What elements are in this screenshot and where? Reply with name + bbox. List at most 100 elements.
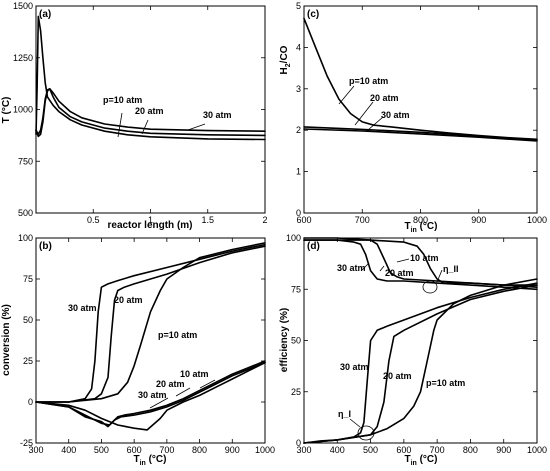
panel-b-ylabel: conversion (%) <box>1 304 12 376</box>
panel-b: 300 400 500 600 700 800 900 1000 -25 0 25 50 75 100 (… <box>1 233 275 467</box>
panel-d-label-30atm-upper: 30 atm <box>337 263 366 273</box>
panel-c-tag: (c) <box>307 9 319 20</box>
panel-c-xtick-label-4: 1000 <box>527 215 547 225</box>
panel-a-label-10atm: p=10 atm <box>103 95 142 105</box>
panel-b-ytick-label-4: 75 <box>23 274 33 284</box>
panel-d-label-10atm-lower: p=10 atm <box>426 378 465 388</box>
panel-b-series-3 <box>35 361 266 431</box>
panel-d-label-10atm: 10 atm <box>410 253 439 263</box>
panel-b-series-group <box>35 242 266 431</box>
panel-b-series-2 <box>35 242 266 403</box>
panel-a-axes: 0.5 1 1.5 2 500 750 1000 1250 1500 <box>13 1 268 225</box>
panel-d-xlabel-rest: (°C) <box>417 454 438 465</box>
panel-a-leader-20atm <box>141 119 149 135</box>
panel-a-tag: (a) <box>39 9 51 20</box>
panel-a-ytick-label-3: 1250 <box>13 53 33 63</box>
panel-c-series-1 <box>303 126 538 141</box>
panel-d-leader-20atm <box>379 265 385 272</box>
panel-b-label-20atm-upper: 20 atm <box>114 295 143 305</box>
panel-d-leader-eta-i <box>349 418 361 428</box>
panel-d-label-20atm-lower: 20 atm <box>383 371 412 381</box>
panel-a-xtick-label-1: 1 <box>148 215 153 225</box>
panel-a-xlabel: reactor length (m) <box>107 220 192 231</box>
panel-d-label-eta-i: η_I <box>338 409 351 419</box>
panel-a-label-30atm: 30 atm <box>203 110 232 120</box>
panel-a-ylabel: T (°C) <box>1 97 12 124</box>
panel-d-eta-ii-text: η_II <box>443 264 459 274</box>
panel-d-xtick-label-5: 800 <box>463 445 478 455</box>
panel-c-series-0 <box>303 17 538 141</box>
panel-a-xtick-label-2: 1.5 <box>201 215 214 225</box>
panel-c-axes: 600 700 800 900 1000 0 1 2 3 4 5 <box>296 1 547 225</box>
panel-b-leader-20atm <box>175 387 191 397</box>
panel-c-ytick-label-1: 1 <box>296 167 301 177</box>
panel-d-ytick-label-0: 0 <box>296 438 301 448</box>
panel-b-series-0 <box>35 243 266 403</box>
panel-d-xlabel: Tin (°C) <box>404 454 437 467</box>
panel-a-series-0 <box>35 15 266 141</box>
panel-d-ytick-label-2: 50 <box>291 336 301 346</box>
panel-b-ytick-label-2: 25 <box>23 356 33 366</box>
panel-b-label-20atm-lower: 20 atm <box>156 379 185 389</box>
panel-a-label-20atm: 20 atm <box>135 106 164 116</box>
panel-d-ylabel: efficiency (%) <box>279 308 290 372</box>
panel-b-tag: (b) <box>39 241 52 252</box>
panel-a-leader-10atm <box>117 112 123 138</box>
panel-d-label-eta-ii: η_II <box>443 264 459 274</box>
panel-a-ytick-label-4: 1500 <box>13 1 33 11</box>
panel-c-leader-10atm <box>338 85 355 105</box>
panel-c-xtick-label-3: 900 <box>471 215 486 225</box>
panel-c-ytick-label-3: 3 <box>296 84 301 94</box>
panel-d-eta-i-circle <box>357 425 375 441</box>
panel-b-xlabel: Tin (°C) <box>133 454 166 467</box>
panel-d-xtick-label-4: 700 <box>430 445 445 455</box>
panel-c-xtick-label-1: 700 <box>355 215 370 225</box>
panel-d-xtick-label-2: 500 <box>363 445 378 455</box>
panel-d-xtick-label-1: 400 <box>330 445 345 455</box>
panel-a-series-group <box>35 15 266 141</box>
panel-c-xtick-label-0: 600 <box>296 215 311 225</box>
panel-b-axes: 300 400 500 600 700 800 900 1000 -25 0 25 50 75 100 <box>18 233 275 455</box>
panel-b-ytick-label-1: 0 <box>28 397 33 407</box>
panel-c-ytick-label-4: 4 <box>296 42 301 52</box>
panel-c-series-group <box>303 17 538 142</box>
panel-c-xlabel-sub: in <box>411 227 417 234</box>
panel-b-xtick-label-4: 700 <box>159 445 174 455</box>
panel-c-frame <box>303 5 538 214</box>
panel-b-ytick-label-5: 100 <box>18 233 33 243</box>
panel-b-label-30atm-lower: 30 atm <box>138 390 167 400</box>
panel-b-xtick-label-2: 500 <box>94 445 109 455</box>
panel-c-label-20atm: 20 atm <box>370 93 399 103</box>
panel-c-xlabel: Tin (°C) <box>404 221 437 234</box>
panel-b-xlabel-main: T <box>133 454 139 465</box>
panel-b-xlabel-sub: in <box>140 460 146 467</box>
panel-c-ytick-label-2: 2 <box>296 125 301 135</box>
panel-c-leader-20atm <box>354 101 374 126</box>
panel-b-label-10atm-upper: p=10 atm <box>158 330 197 340</box>
panel-d-series-4 <box>303 284 538 444</box>
panel-a-leader-30atm <box>187 123 206 131</box>
panel-d-series-0 <box>303 239 538 291</box>
panel-d-xtick-label-0: 300 <box>296 445 311 455</box>
panel-d-eta-ii-circle <box>422 280 438 294</box>
panel-b-xlabel-rest: (°C) <box>146 454 167 465</box>
panel-d-leader-30atm <box>361 262 370 271</box>
panel-a: 0.5 1 1.5 2 500 750 1000 1250 1500 (a) reactor l… <box>1 1 268 231</box>
panel-c-label-30atm: 30 atm <box>381 110 410 120</box>
panel-d-leader-10atm <box>396 258 410 263</box>
panel-a-ytick-label-0: 500 <box>18 208 33 218</box>
panel-d-xtick-label-6: 900 <box>496 445 511 455</box>
panel-c-series-2 <box>303 128 538 142</box>
panel-a-ytick-label-1: 750 <box>18 156 33 166</box>
panel-c-xlabel-rest: (°C) <box>417 221 438 232</box>
panel-b-leader-10atm <box>199 379 216 389</box>
panel-c-ylabel-sub: 2 <box>285 63 292 67</box>
panel-d-series-5 <box>303 278 538 444</box>
panel-a-xtick-label-3: 2 <box>262 215 267 225</box>
panel-a-ytick-label-2: 1000 <box>13 105 33 115</box>
panel-b-xtick-label-0: 300 <box>28 445 43 455</box>
panel-b-frame <box>35 237 266 444</box>
